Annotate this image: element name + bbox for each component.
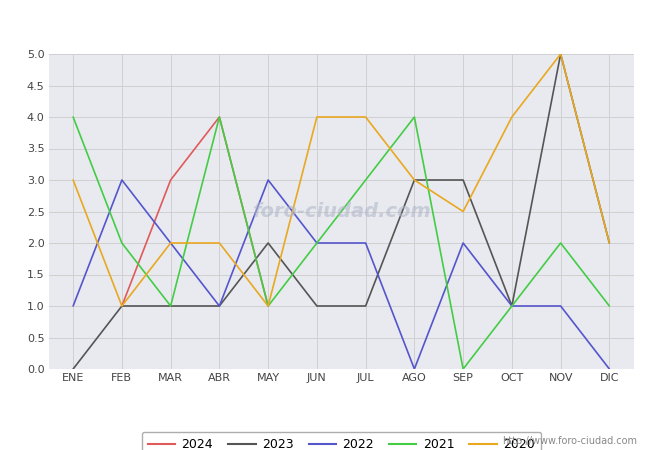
2022 <box>508 303 516 309</box>
2021 <box>264 303 272 309</box>
2022 <box>411 366 419 372</box>
2023 <box>313 303 321 309</box>
2022 <box>606 366 614 372</box>
2023 <box>508 303 516 309</box>
Text: Matriculaciones de Vehiculos en Pulgar: Matriculaciones de Vehiculos en Pulgar <box>176 10 474 26</box>
2020 <box>118 303 126 309</box>
2020 <box>313 114 321 120</box>
Line: 2020: 2020 <box>73 54 610 306</box>
2024 <box>118 303 126 309</box>
2020 <box>166 240 174 246</box>
2021 <box>556 240 564 246</box>
2023 <box>556 51 564 57</box>
2022 <box>556 303 564 309</box>
2020 <box>264 303 272 309</box>
2020 <box>606 240 614 246</box>
2023 <box>606 240 614 246</box>
2023 <box>411 177 419 183</box>
Line: 2023: 2023 <box>73 54 610 369</box>
2020 <box>508 114 516 120</box>
2023 <box>69 366 77 372</box>
2022 <box>166 240 174 246</box>
2020 <box>459 209 467 214</box>
Text: http://www.foro-ciudad.com: http://www.foro-ciudad.com <box>502 436 637 446</box>
2022 <box>69 303 77 309</box>
2021 <box>459 366 467 372</box>
Line: 2022: 2022 <box>73 180 610 369</box>
Line: 2024: 2024 <box>122 117 268 306</box>
2021 <box>216 114 224 120</box>
2020 <box>411 177 419 183</box>
2021 <box>118 240 126 246</box>
2021 <box>313 240 321 246</box>
2020 <box>556 51 564 57</box>
2022 <box>459 240 467 246</box>
2023 <box>361 303 369 309</box>
2024 <box>264 303 272 309</box>
2021 <box>166 303 174 309</box>
2022 <box>118 177 126 183</box>
2024 <box>166 177 174 183</box>
Legend: 2024, 2023, 2022, 2021, 2020: 2024, 2023, 2022, 2021, 2020 <box>142 432 541 450</box>
2021 <box>69 114 77 120</box>
2023 <box>118 303 126 309</box>
2023 <box>216 303 224 309</box>
2024 <box>216 114 224 120</box>
2021 <box>411 114 419 120</box>
2022 <box>264 177 272 183</box>
2020 <box>69 177 77 183</box>
2021 <box>606 303 614 309</box>
2020 <box>216 240 224 246</box>
2022 <box>216 303 224 309</box>
2022 <box>361 240 369 246</box>
2023 <box>166 303 174 309</box>
2023 <box>264 240 272 246</box>
Text: foro-ciudad.com: foro-ciudad.com <box>252 202 430 221</box>
2023 <box>459 177 467 183</box>
2022 <box>313 240 321 246</box>
2020 <box>361 114 369 120</box>
Line: 2021: 2021 <box>73 117 610 369</box>
